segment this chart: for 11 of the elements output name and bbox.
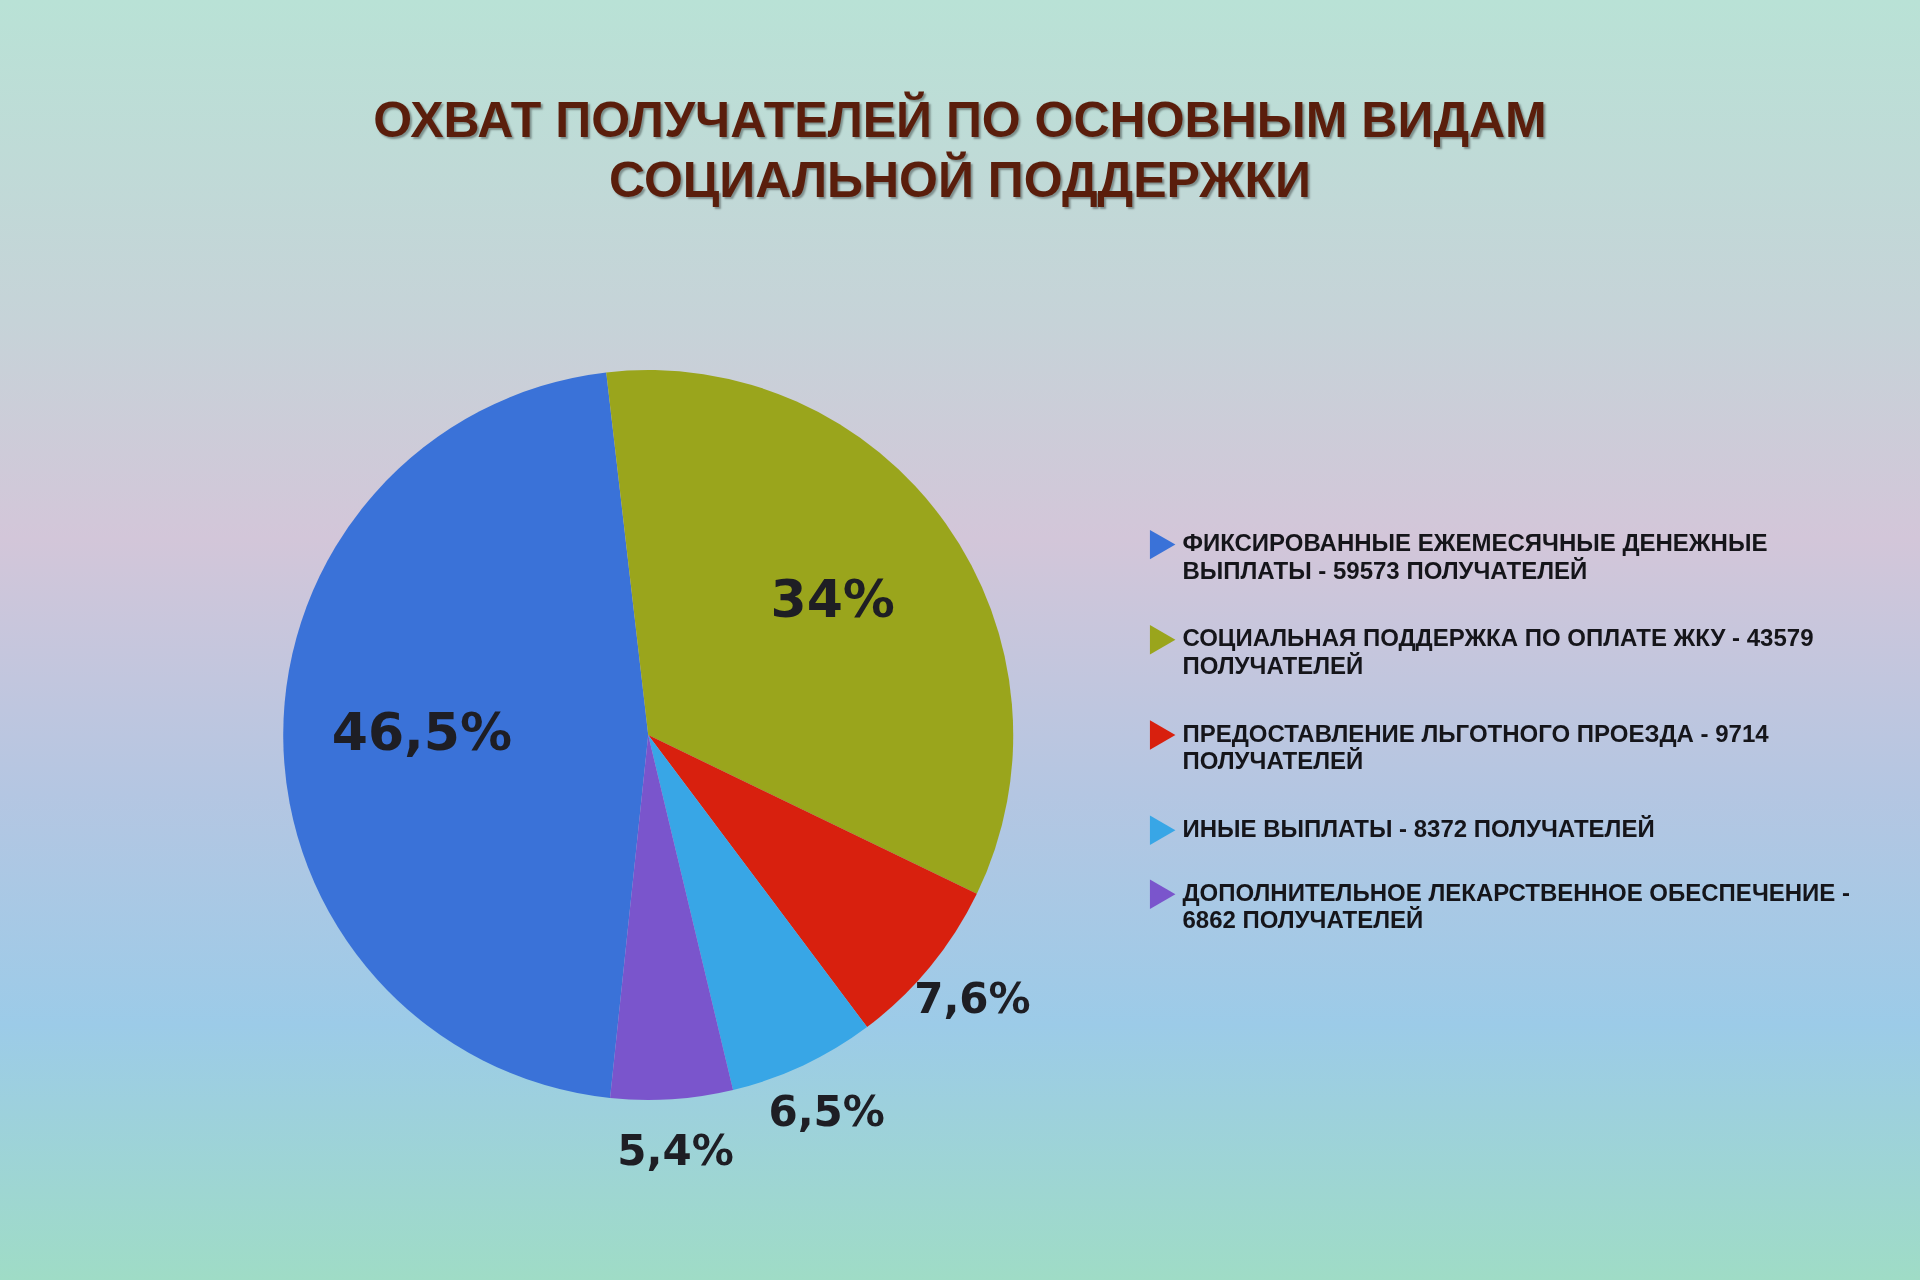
- chart-title: ОХВАТ ПОЛУЧАТЕЛЕЙ ПО ОСНОВНЫМ ВИДАМ СОЦИАЛЬНОЙ ПОДДЕРЖКИ: [372, 90, 1548, 210]
- legend-label: ДОПОЛНИТЕЛЬНОЕ ЛЕКАРСТВЕННОЕ ОБЕСПЕЧЕНИЕ - 6862 ПОЛУЧАТЕЛЕЙ: [1182, 878, 1851, 934]
- legend-label: ФИКСИРОВАННЫЕ ЕЖЕМЕСЯЧНЫЕ ДЕНЕЖНЫЕ ВЫПЛАТЫ - 59573 ПОЛУЧАТЕЛЕЙ: [1182, 529, 1768, 584]
- legend-label: ИНЫЕ ВЫПЛАТЫ - 8372 ПОЛУЧАТЕЛЕЙ: [1182, 814, 1655, 842]
- data-label: 6,5%: [768, 1087, 885, 1137]
- data-label: 34%: [770, 569, 895, 630]
- legend-label: ПРЕДОСТАВЛЕНИЕ ЛЬГОТНОГО ПРОЕЗДА - 9714 ПОЛУЧАТЕЛЕЙ: [1182, 719, 1770, 775]
- legend-label: СОЦИАЛЬНАЯ ПОДДЕРЖКА ПО ОПЛАТЕ ЖКУ - 43579 ПОЛУЧАТЕЛЕЙ: [1182, 624, 1814, 680]
- data-label: 5,4%: [617, 1126, 734, 1176]
- data-label: 7,6%: [914, 973, 1031, 1023]
- data-label: 46,5%: [331, 701, 513, 762]
